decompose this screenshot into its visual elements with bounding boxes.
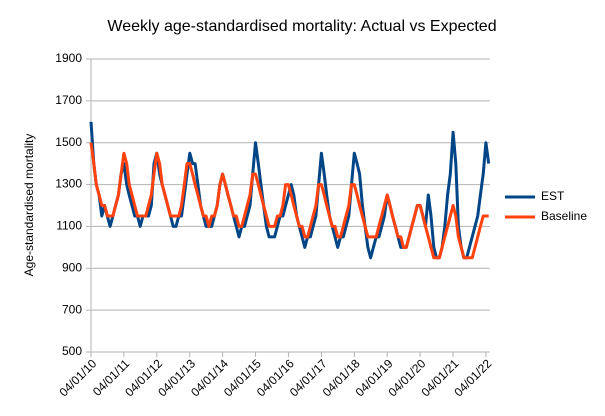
legend-label: EST [541, 189, 565, 203]
y-tick-label: 1500 [55, 135, 82, 149]
chart-title: Weekly age-standardised mortality: Actua… [107, 18, 496, 35]
y-tick-label: 500 [62, 344, 82, 358]
y-axis-label: Age-standardised mortality [22, 134, 36, 277]
y-tick-label: 1300 [55, 177, 82, 191]
legend-label: Baseline [541, 209, 587, 223]
y-tick-label: 700 [62, 302, 82, 316]
y-tick-label: 1100 [56, 219, 82, 233]
series-line [89, 142, 489, 260]
y-tick-label: 1700 [55, 93, 82, 107]
x-tick-label: 04/01/22 [451, 356, 494, 399]
y-tick-label: 900 [62, 260, 82, 274]
y-tick-label: 1900 [55, 51, 82, 65]
